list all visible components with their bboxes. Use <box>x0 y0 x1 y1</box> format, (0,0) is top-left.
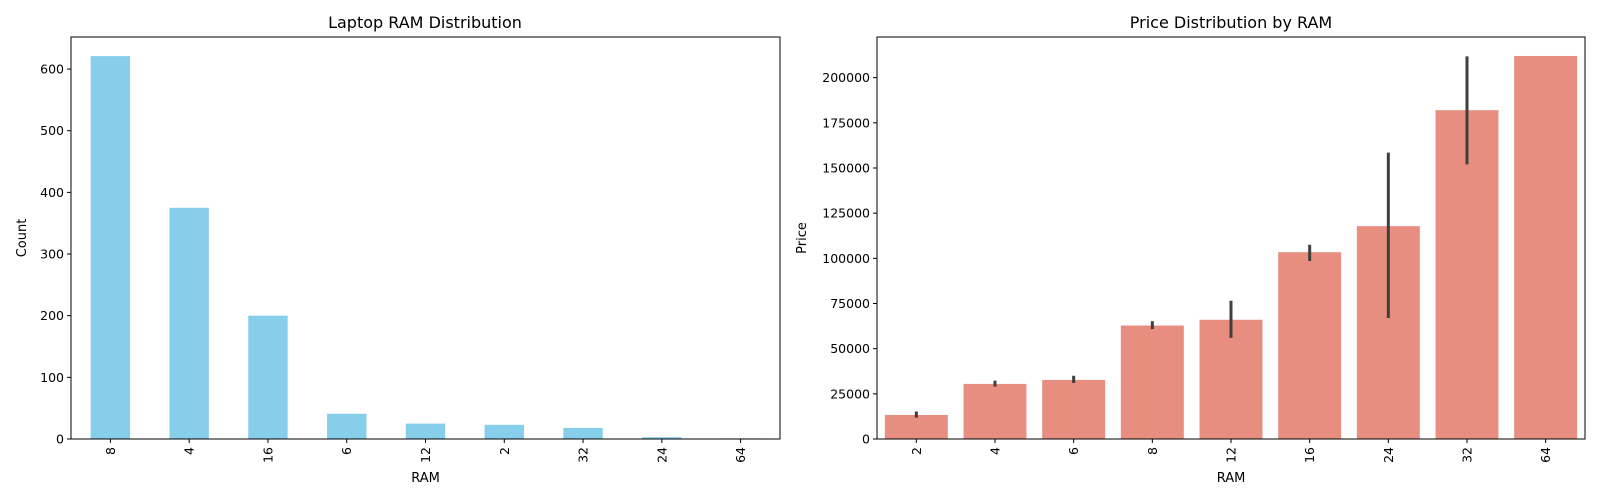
y-tick-label: 100 <box>40 370 64 385</box>
plot-frame <box>70 36 781 440</box>
bar-8 <box>90 56 131 440</box>
bar-2 <box>484 424 524 439</box>
chart-title: Price Distribution by RAM <box>1130 13 1332 32</box>
x-tick-label: 6 <box>1066 447 1081 455</box>
ram-count-chart: Laptop RAM Distribution 0 100 200 300 400 500… <box>15 13 781 486</box>
x-tick-label: 16 <box>1302 447 1317 463</box>
bar-6 <box>1042 379 1106 439</box>
error-bars-group <box>914 56 1469 418</box>
x-tick-label: 64 <box>733 447 748 463</box>
x-tick-label: 8 <box>1145 447 1160 455</box>
y-tick-label: 75000 <box>830 296 870 311</box>
x-tick-label: 4 <box>988 447 1003 455</box>
x-tick-label: 16 <box>260 447 275 463</box>
x-tick-label: 2 <box>909 447 924 455</box>
bar-32 <box>1435 110 1499 439</box>
y-tick-label: 0 <box>56 432 64 447</box>
x-axis-label: RAM <box>411 471 440 486</box>
y-axis-label: Price <box>795 222 810 254</box>
y-tick-label: 175000 <box>822 115 870 130</box>
y-tick-label: 50000 <box>830 341 870 356</box>
y-tick-label: 400 <box>40 185 64 200</box>
bar-12 <box>1199 319 1263 439</box>
x-tick-label: 12 <box>1224 447 1239 463</box>
x-tick-label: 64 <box>1538 447 1553 463</box>
y-tick-label: 125000 <box>822 206 870 221</box>
x-tick-label: 32 <box>576 447 591 463</box>
x-tick-label: 2 <box>497 447 512 455</box>
y-tick-label: 0 <box>862 432 870 447</box>
bar-16 <box>248 315 288 439</box>
y-tick-label: 200 <box>40 308 64 323</box>
y-tick-label: 200000 <box>822 70 870 85</box>
y-tick-label: 500 <box>40 123 64 138</box>
bar-6 <box>327 413 367 439</box>
bars-group <box>884 55 1578 439</box>
x-tick-label: 8 <box>103 447 118 455</box>
chart-title: Laptop RAM Distribution <box>328 13 522 32</box>
bar-32 <box>563 427 603 439</box>
x-ticks: 8 4 16 6 12 2 32 24 64 <box>103 439 748 463</box>
bars-group <box>90 56 761 440</box>
y-tick-label: 150000 <box>822 160 870 175</box>
x-ticks: 2 4 6 8 12 16 24 32 64 <box>909 439 1553 463</box>
bar-8 <box>1120 325 1184 439</box>
bar-4 <box>963 383 1027 439</box>
x-axis-label: RAM <box>1217 471 1246 486</box>
bar-2 <box>884 414 948 439</box>
x-tick-label: 6 <box>339 447 354 455</box>
y-ticks: 0 100 200 300 400 500 600 <box>40 62 71 447</box>
y-tick-label: 25000 <box>830 386 870 401</box>
price-by-ram-chart: Price Distribution by RAM 0 25000 50000 750… <box>795 13 1586 486</box>
bar-24 <box>642 437 682 439</box>
x-tick-label: 24 <box>654 447 669 463</box>
y-axis-label: Count <box>15 219 30 258</box>
y-tick-label: 600 <box>40 62 64 77</box>
y-ticks: 0 25000 50000 75000 100000 125000 150000 175000… <box>822 70 877 447</box>
bar-12 <box>405 423 446 439</box>
x-tick-label: 24 <box>1381 447 1396 463</box>
x-tick-label: 12 <box>418 447 433 463</box>
bar-4 <box>169 207 209 439</box>
y-tick-label: 100000 <box>822 251 870 266</box>
x-tick-label: 32 <box>1460 447 1475 463</box>
bar-16 <box>1278 252 1342 439</box>
y-tick-label: 300 <box>40 247 64 262</box>
x-tick-label: 4 <box>182 447 197 455</box>
bar-64 <box>1514 55 1578 439</box>
plot-frame <box>876 36 1586 440</box>
